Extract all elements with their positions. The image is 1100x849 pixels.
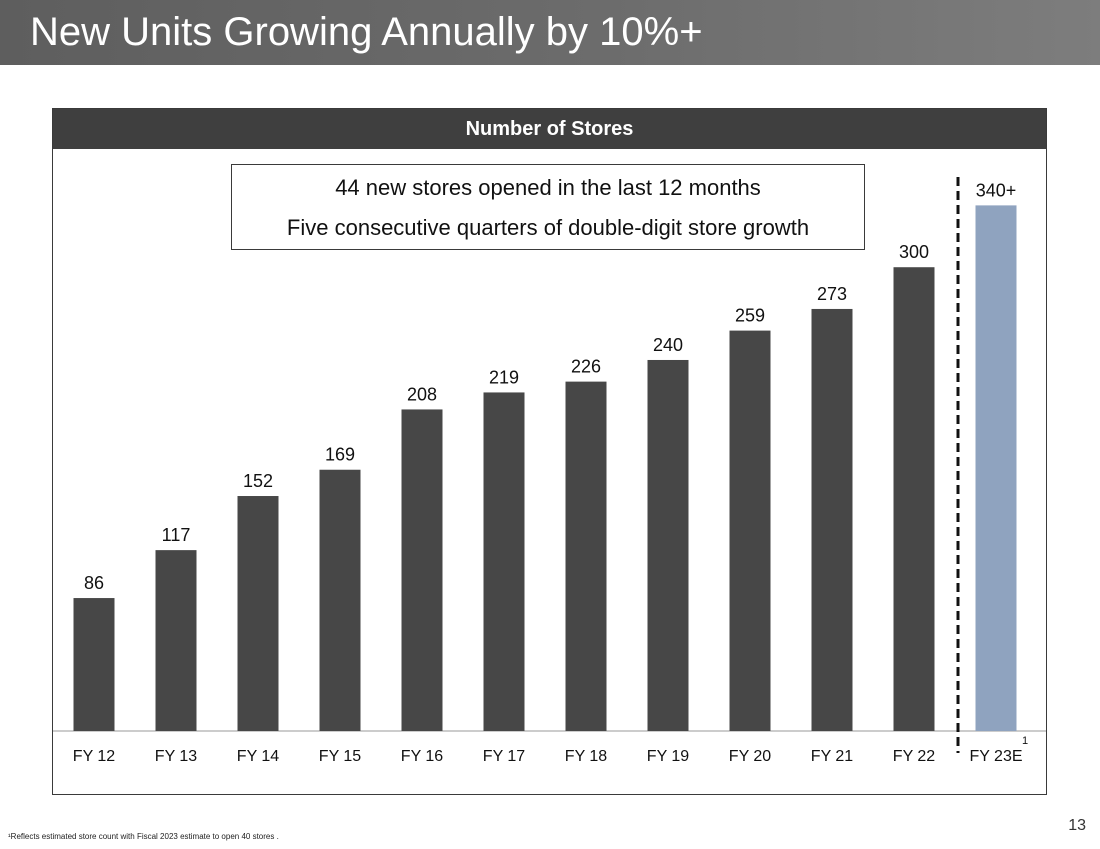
- slide-title: New Units Growing Annually by 10%+: [30, 10, 703, 54]
- callout-line-2: Five consecutive quarters of double-digi…: [286, 215, 810, 240]
- bar-chart: 86 FY 12 117 FY 13 152 FY 14 169 FY 15 208 FY 16 2…: [53, 177, 1046, 765]
- bar-fy-16: [401, 409, 443, 731]
- bar-fy-15: [319, 469, 361, 731]
- data-label: 240: [653, 335, 683, 355]
- bar-fy-14: [237, 496, 279, 731]
- x-tick-label: FY 12: [73, 748, 116, 765]
- bar-fy-21: [811, 308, 853, 731]
- bar-fy-22: [893, 267, 935, 731]
- callout-line-1: 44 new stores opened in the last 12 mont…: [335, 175, 761, 200]
- data-label: 152: [243, 471, 273, 491]
- chart-frame: Number of Stores 86 FY 12 117 FY 13 152 FY 14…: [52, 108, 1047, 795]
- data-label: 208: [407, 384, 437, 404]
- data-label: 219: [489, 367, 519, 387]
- chart-title: Number of Stores: [53, 109, 1046, 149]
- bar-fy-13: [155, 550, 197, 731]
- bar-fy-18: [565, 381, 607, 731]
- bar-fy-23e: [975, 205, 1017, 731]
- x-tick-label: FY 14: [237, 748, 280, 765]
- bar-fy-12: [73, 598, 115, 731]
- callout-box: 44 new stores opened in the last 12 mont…: [231, 164, 865, 250]
- bar-fy-19: [647, 359, 689, 731]
- data-label: 226: [571, 357, 601, 377]
- x-tick-label: FY 19: [647, 748, 690, 765]
- data-label: 169: [325, 445, 355, 465]
- x-tick-label: FY 17: [483, 748, 526, 765]
- x-tick-label: FY 18: [565, 748, 608, 765]
- bar-fy-20: [729, 330, 771, 731]
- x-tick-label: FY 23E: [969, 748, 1022, 765]
- x-tick-label: FY 16: [401, 748, 444, 765]
- data-label: 117: [162, 525, 191, 545]
- footnote: ¹Reflects estimated store count with Fis…: [8, 832, 279, 841]
- data-label: 300: [899, 242, 929, 262]
- footnote-marker: 1: [1022, 735, 1028, 747]
- x-tick-label: FY 21: [811, 748, 854, 765]
- x-tick-label: FY 13: [155, 748, 198, 765]
- x-tick-label: FY 20: [729, 748, 772, 765]
- data-label: 273: [817, 284, 847, 304]
- title-bar: New Units Growing Annually by 10%+: [0, 0, 1100, 65]
- page-number: 13: [1068, 817, 1086, 834]
- data-label: 259: [735, 306, 765, 326]
- data-label: 340+: [976, 180, 1017, 200]
- data-label: 86: [84, 573, 104, 593]
- x-tick-label: FY 15: [319, 748, 362, 765]
- bar-fy-17: [483, 392, 525, 731]
- x-tick-label: FY 22: [893, 748, 936, 765]
